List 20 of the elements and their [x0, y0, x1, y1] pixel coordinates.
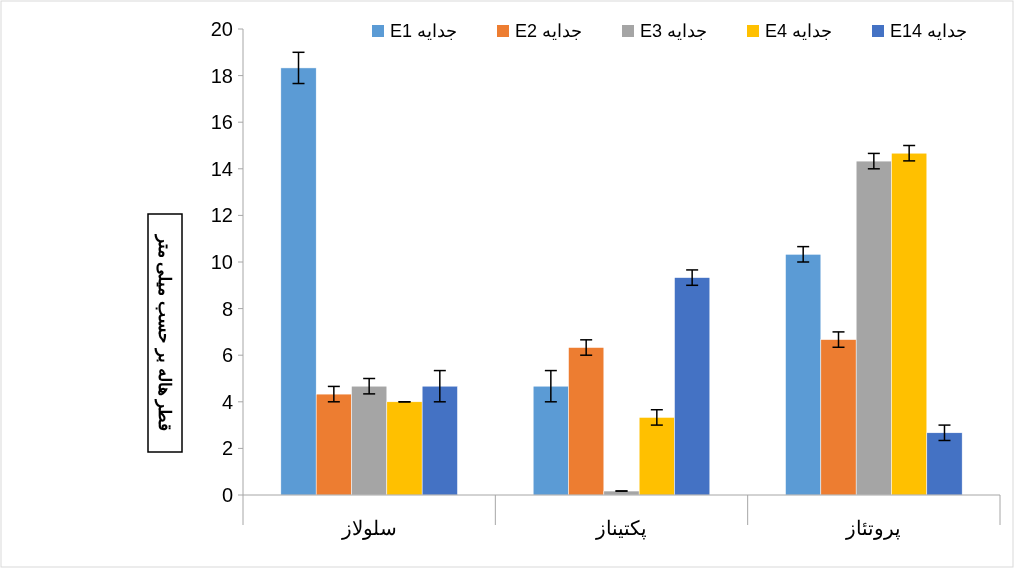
y-axis-title: قطر هاله بر حسب میلی متر: [154, 232, 175, 432]
y-tick-label: 10: [210, 251, 233, 273]
y-tick-label: 18: [210, 64, 233, 87]
y-tick-label: 14: [210, 157, 233, 180]
legend-label: جدایه E14: [890, 21, 968, 42]
y-tick-label: 8: [221, 297, 233, 320]
y-tick-label: 20: [210, 18, 233, 40]
y-tick-label: 2: [221, 437, 233, 460]
legend-label: جدایه E3: [640, 21, 708, 42]
legend-label: جدایه E2: [515, 21, 583, 42]
legend-label: جدایه E1: [390, 21, 458, 42]
y-tick-label: 4: [221, 390, 233, 413]
y-tick-label: 12: [210, 204, 233, 227]
y-tick-label: 6: [221, 344, 233, 367]
x-tick-label: پروتئاز: [845, 517, 902, 540]
y-tick-label: 16: [210, 111, 233, 134]
x-tick-label: سلولاز: [340, 517, 397, 540]
legend-label: جدایه E4: [765, 21, 833, 42]
x-tick-label: پکتیناز: [595, 517, 647, 540]
y-tick-label: 0: [221, 484, 233, 506]
